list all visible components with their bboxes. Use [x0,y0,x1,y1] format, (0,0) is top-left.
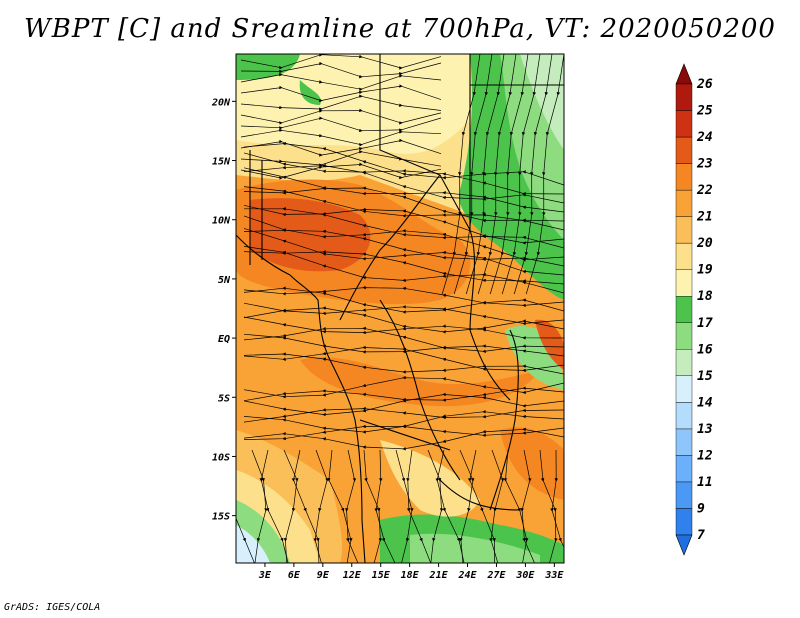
colorbar-segment [675,242,693,270]
colorbar-label: 21 [696,210,713,225]
colorbar-label: 23 [696,157,713,172]
colorbar-label: 20 [696,236,713,251]
colorbar-label: 26 [696,77,713,92]
colorbar-label: 19 [697,263,713,278]
streamline [240,54,442,70]
chart-title: WBPT [C] and Sreamline at 700hPa, VT: 20… [24,14,776,44]
lon-label: 15E [372,570,391,581]
colorbar-segment [675,163,693,191]
longitude-axis: 3E 6E 9E 12E 15E 18E 21E 24E 27E 30E 33E [258,563,564,581]
colorbar-label: 16 [697,342,713,357]
streamline [240,94,442,111]
colorbar-label: 12 [697,448,713,463]
streamline [240,108,442,125]
streamline [240,162,442,180]
colorbar-segment [675,269,693,297]
lon-label: 12E [343,570,362,581]
streamline [240,61,442,79]
streamline [243,246,564,294]
streamline [550,449,564,549]
streamline [467,449,496,563]
lat-label: 10N [212,216,231,227]
streamline [259,449,289,563]
wbpt-shading [236,54,564,563]
streamline [240,116,442,133]
colorbar-bottom-arrow [675,534,693,556]
lat-label: 5N [218,275,231,286]
lon-label: 9E [317,570,330,581]
streamlines [236,54,564,563]
colorbar-segment [675,428,693,456]
colorbar-segment [675,481,693,509]
colorbar-segment [675,296,693,323]
colorbar-label: 14 [697,395,713,410]
lon-label: 30E [515,570,535,581]
lon-label: 6E [288,570,301,581]
lon-label: 3E [258,570,272,581]
colorbar-segment [675,375,693,403]
footer-credit: GrADS: IGES/COLA [4,602,101,613]
lon-label: 18E [401,570,420,581]
colorbar-top-arrow [675,63,693,85]
colorbar-segment [675,110,693,138]
lat-label: 20N [211,97,231,108]
colorbar-segment [675,508,693,536]
lat-label: 15S [212,512,230,523]
colorbar-label: 7 [697,528,705,543]
streamline [489,449,505,563]
lat-label: 5S [218,393,230,404]
colorbar-label: 9 [697,502,705,517]
colorbar-label: 22 [696,183,713,198]
streamline [520,449,535,563]
map-frame [235,53,565,564]
colorbar-segment [675,322,693,350]
lon-label: 27E [486,570,506,581]
colorbar-label: 24 [696,130,713,145]
streamline [240,150,442,167]
lat-label: 15N [212,157,231,168]
streamline [236,450,255,563]
streamline [291,449,320,563]
colorbar-label: 11 [697,475,713,490]
lat-label: EQ [218,334,230,345]
colorbar-segment [675,402,693,430]
colorbar-label: 13 [697,422,713,437]
colorbar-label: 18 [697,289,713,304]
streamline [374,449,396,563]
colorbar-label: 25 [696,104,713,119]
lon-label: 21E [429,570,449,581]
lon-label: 24E [457,570,477,581]
streamline [243,427,564,451]
colorbar-label: 17 [697,316,713,331]
colorbar-segment [675,349,693,376]
streamline [313,449,329,563]
streamline [435,449,465,563]
colorbar-segment [675,83,693,111]
streamline [406,449,432,563]
streamline [503,449,529,563]
latitude-axis: 20N 15N 10N 5N EQ 5S 10S 15S [211,97,236,523]
colorbar-segment [675,189,693,217]
colorbar-label: 15 [697,369,713,384]
streamline [525,54,564,295]
colorbar-segment [675,455,693,483]
colorbar-segment [675,136,693,164]
streamline [345,449,359,563]
lat-label: 10S [212,452,230,463]
streamline [326,449,353,563]
colorbar-segment [675,216,693,244]
lon-label: 33E [544,570,564,581]
streamline [243,352,564,375]
colorbar: 7 9 11 12 13 14 15 16 17 18 19 20 21 22 23 24 25 26 [675,63,713,556]
